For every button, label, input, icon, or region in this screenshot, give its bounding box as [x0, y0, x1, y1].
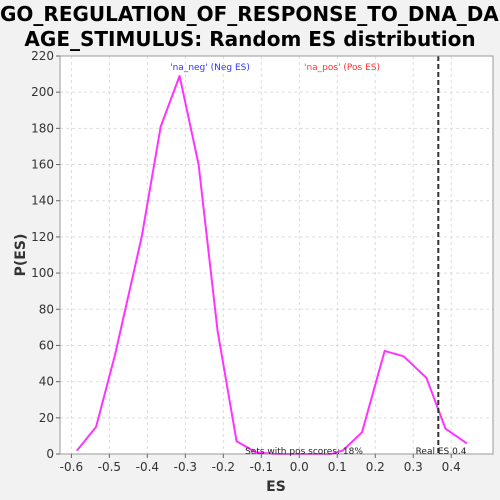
series-point [76, 450, 78, 452]
plot-area [60, 56, 493, 454]
legend-pos: 'na_pos' (Pos ES) [304, 63, 380, 73]
series-point [95, 426, 97, 428]
series-point [361, 431, 363, 433]
legend-neg: 'na_neg' (Neg ES) [170, 63, 250, 73]
x-tick-label: -0.6 [60, 460, 83, 474]
y-tick-label: 180 [31, 121, 54, 135]
series-point [403, 356, 405, 358]
series-point [114, 354, 116, 356]
x-tick-label: 0.0 [290, 460, 309, 474]
y-tick-label: 80 [39, 302, 54, 316]
y-tick-label: 60 [39, 338, 54, 352]
real-es-annotation: Real ES 0.4 [416, 447, 467, 457]
series-point [141, 236, 143, 238]
pos-scores-annotation: Sets with pos scores: 18% [245, 447, 363, 457]
x-axis-title: ES [266, 479, 286, 495]
y-axis-title: P(ES) [13, 234, 29, 277]
series-point [236, 441, 238, 443]
y-tick-label: 120 [31, 230, 54, 244]
x-tick-label: -0.2 [212, 460, 235, 474]
series-point [198, 164, 200, 166]
x-tick-label: 0.2 [366, 460, 385, 474]
x-tick-label: -0.3 [174, 460, 197, 474]
y-tick-label: 220 [31, 49, 54, 63]
y-tick-label: 160 [31, 158, 54, 172]
x-tick-label: 0.4 [442, 460, 461, 474]
series-point [445, 428, 447, 430]
y-tick-label: 0 [46, 447, 54, 461]
series-point [179, 75, 181, 77]
series-point [217, 330, 219, 332]
series-point [160, 126, 162, 128]
series-point [426, 377, 428, 379]
y-tick-label: 100 [31, 266, 54, 280]
x-tick-label: -0.4 [136, 460, 159, 474]
x-tick-label: -0.5 [98, 460, 121, 474]
series-point [384, 350, 386, 352]
y-tick-label: 40 [39, 375, 54, 389]
y-tick-label: 200 [31, 85, 54, 99]
x-tick-label: 0.1 [328, 460, 347, 474]
y-tick-label: 20 [39, 411, 54, 425]
x-tick-label: -0.1 [250, 460, 273, 474]
x-tick-label: 0.3 [404, 460, 423, 474]
y-tick-label: 140 [31, 194, 54, 208]
series-point [466, 442, 468, 444]
